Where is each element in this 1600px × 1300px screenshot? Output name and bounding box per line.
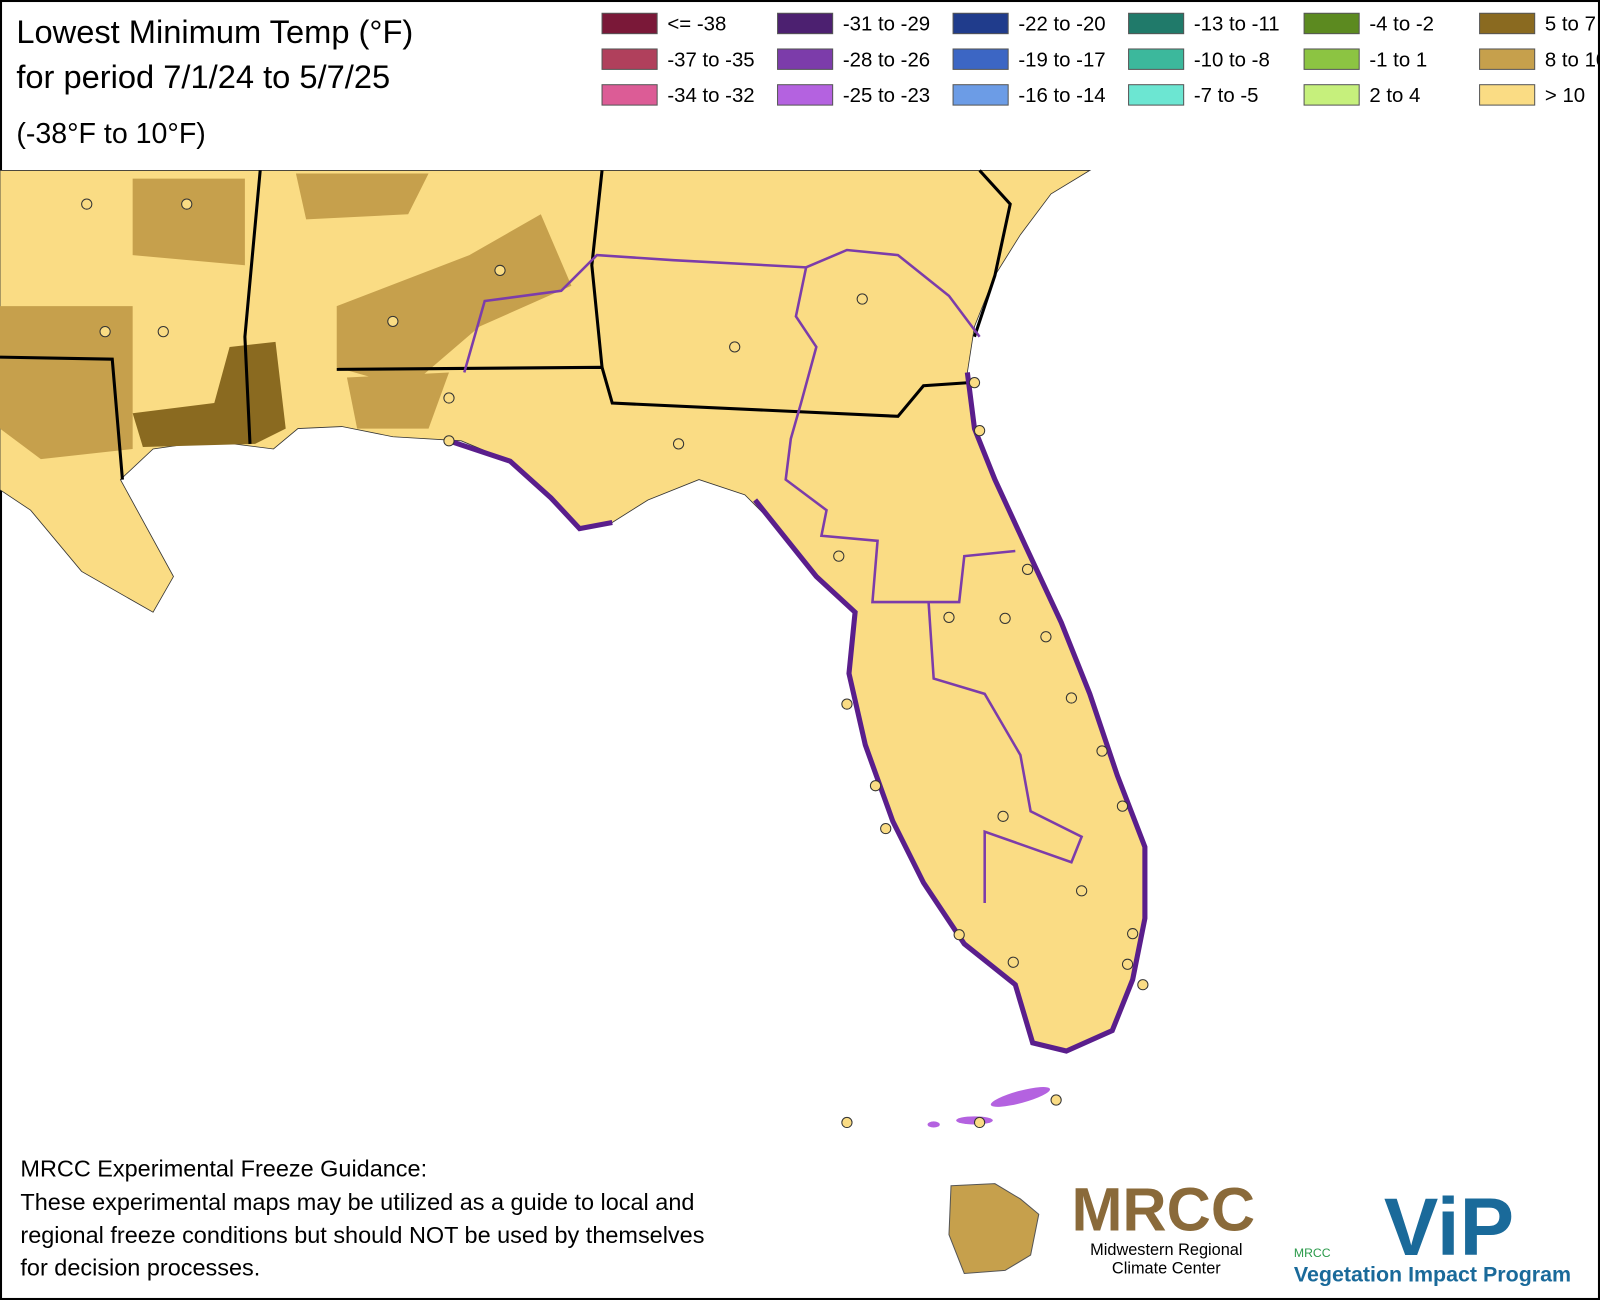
legend-swatch — [1479, 12, 1536, 35]
legend-swatch — [1303, 84, 1360, 106]
legend-label: -34 to -32 — [667, 85, 754, 107]
legend-swatch — [601, 48, 658, 70]
vip-logo: ViP — [1384, 1182, 1514, 1273]
legend-swatch — [1128, 12, 1185, 35]
legend-swatch — [1303, 12, 1360, 35]
legend-label: 8 to 10 — [1545, 49, 1600, 71]
legend-label: 2 to 4 — [1369, 85, 1420, 107]
legend-label: -37 to -35 — [667, 49, 754, 71]
vip-small: MRCC — [1294, 1246, 1331, 1260]
legend-label: -28 to -26 — [843, 49, 930, 71]
legend-label: -4 to -2 — [1369, 14, 1434, 36]
legend-swatch — [777, 84, 834, 106]
legend-label: -25 to -23 — [843, 85, 930, 107]
zone-8-to-10 — [0, 173, 572, 460]
legend-swatch — [777, 48, 834, 70]
legend-label: -19 to -17 — [1018, 49, 1105, 71]
footer-line: regional freeze conditions but should NO… — [20, 1222, 704, 1248]
legend-swatch — [777, 12, 834, 35]
mrcc-sub: Climate Center — [1112, 1259, 1221, 1277]
mrcc-logo: MRCC — [1071, 1176, 1255, 1244]
legend-swatch — [1303, 48, 1360, 70]
legend-swatch — [952, 48, 1009, 70]
legend-label: > 10 — [1545, 85, 1585, 107]
legend-swatch — [1479, 48, 1536, 70]
coastal-zone — [448, 372, 1148, 1054]
map — [0, 169, 1149, 1129]
stations — [81, 198, 1149, 1129]
title: Lowest Minimum Temp (°F) — [16, 13, 413, 50]
legend-label: -16 to -14 — [1018, 85, 1105, 107]
legend-label: -22 to -20 — [1018, 14, 1105, 36]
legend-swatch — [1479, 84, 1536, 106]
legend-swatch — [952, 12, 1009, 35]
legend-label: <= -38 — [667, 14, 726, 36]
legend-swatch — [601, 12, 658, 35]
vip-sub: Vegetation Impact Program — [1294, 1263, 1571, 1287]
legend-swatch — [1128, 48, 1185, 70]
state-borders — [0, 169, 1012, 480]
region-borders — [463, 248, 1084, 904]
legend-label: -13 to -11 — [1194, 14, 1280, 36]
legend-label: -1 to 1 — [1369, 49, 1427, 71]
legend-label: -7 to -5 — [1194, 85, 1259, 107]
legend-label: -31 to -29 — [843, 14, 930, 36]
range: (-38°F to 10°F) — [16, 118, 206, 150]
legend: <= -38 -37 to -35 -34 to -32 -31 to -29 -28 … — [601, 12, 1600, 107]
legend-label: 5 to 7 — [1545, 14, 1596, 36]
footer-heading: MRCC Experimental Freeze Guidance: — [20, 1156, 427, 1182]
period: for period 7/1/24 to 5/7/25 — [16, 58, 390, 95]
legend-swatch — [601, 84, 658, 106]
footer-line: for decision processes. — [20, 1255, 260, 1281]
legend-swatch — [1128, 84, 1185, 106]
footer-line: These experimental maps may be utilized … — [20, 1189, 694, 1215]
legend-swatch — [952, 84, 1009, 106]
mrcc-map-icon — [948, 1183, 1040, 1275]
legend-label: -10 to -8 — [1194, 49, 1270, 71]
mrcc-sub: Midwestern Regional — [1090, 1241, 1242, 1259]
